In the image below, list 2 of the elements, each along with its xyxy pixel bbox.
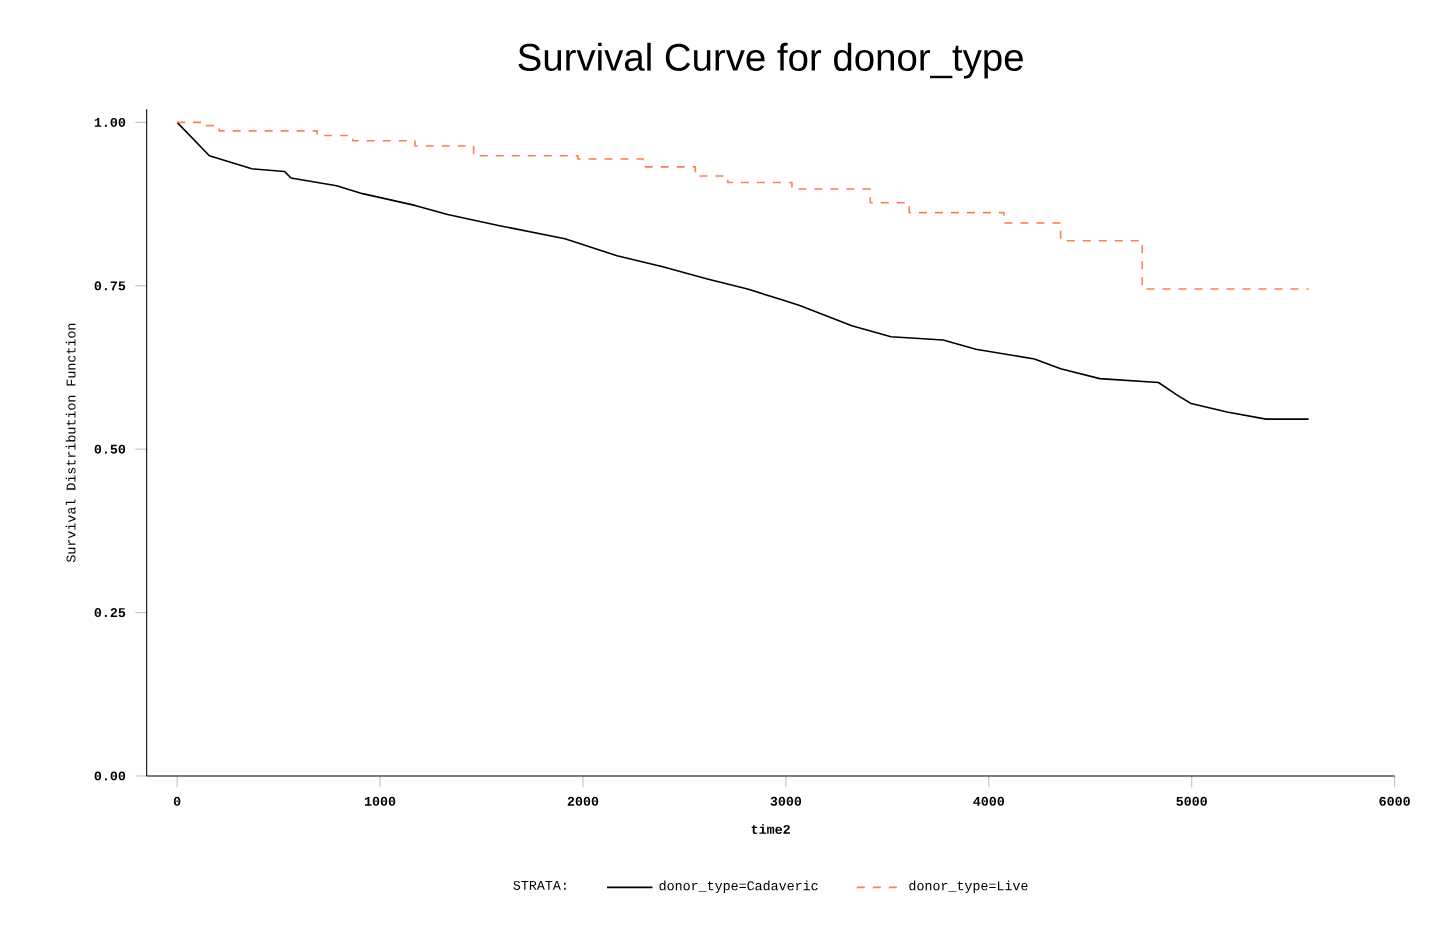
chart-title: Survival Curve for donor_type: [518, 42, 1023, 79]
line-series: [176, 121, 1310, 420]
